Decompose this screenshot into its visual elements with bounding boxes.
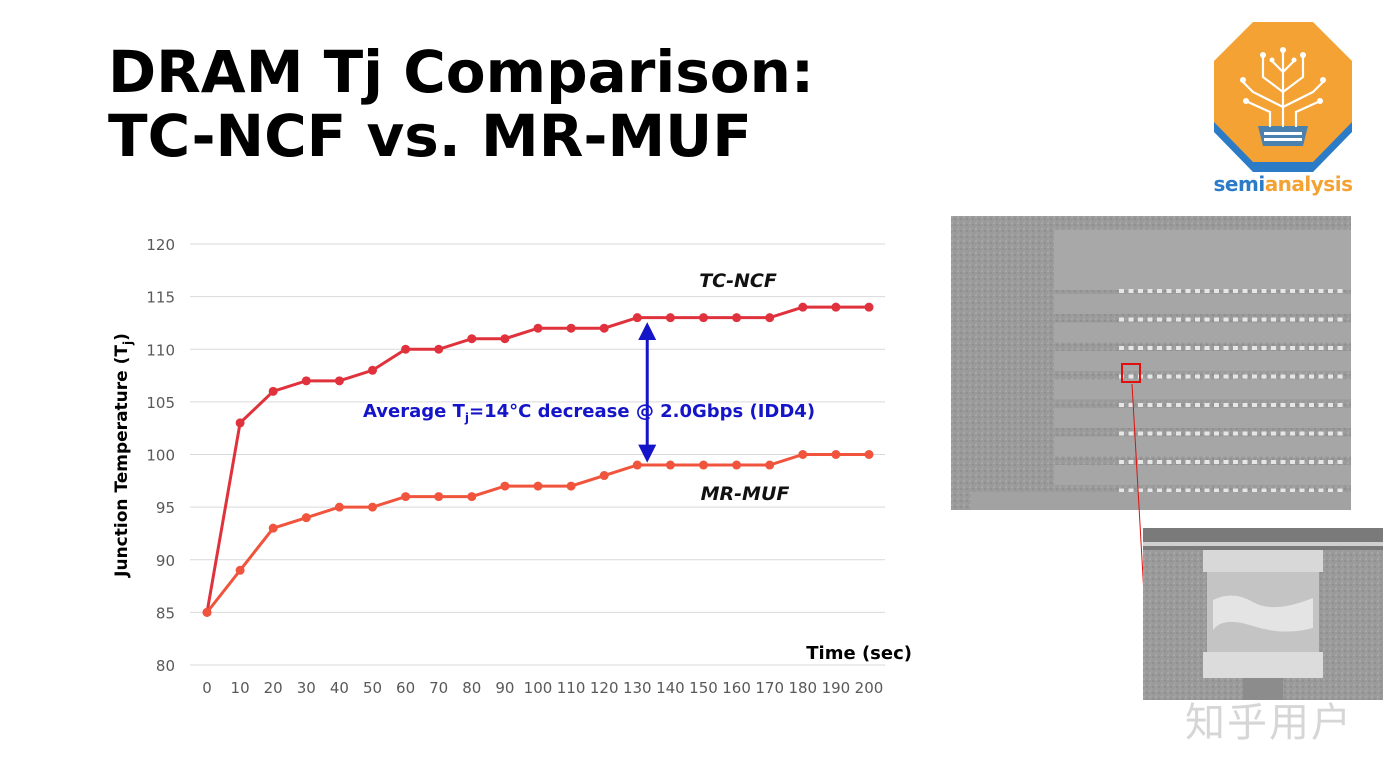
x-tick-label: 10 [231, 679, 250, 697]
data-point [202, 607, 212, 617]
data-point [566, 323, 576, 333]
data-point [566, 481, 576, 491]
data-point [467, 334, 477, 344]
data-point [864, 450, 874, 459]
data-point [798, 450, 808, 459]
x-tick-label: 70 [429, 679, 448, 697]
x-tick-label: 120 [590, 679, 619, 697]
x-tick-label: 130 [623, 679, 652, 697]
data-point [368, 365, 377, 375]
title-line-2: TC-NCF vs. MR-MUF [108, 102, 752, 170]
x-tick-label: 200 [855, 679, 884, 697]
series-label-mr-muf: MR-MUF [701, 483, 790, 505]
data-point [334, 502, 344, 512]
data-point [301, 376, 311, 386]
y-axis-label: Junction Temperature (Tj) [112, 333, 135, 578]
data-point [467, 492, 477, 502]
data-point [235, 565, 245, 575]
data-point [732, 460, 742, 470]
data-point [699, 460, 708, 470]
y-tick-label: 95 [156, 499, 175, 517]
series-layer [202, 302, 874, 617]
data-point [632, 460, 642, 470]
y-tick-label: 100 [146, 447, 175, 465]
data-point [268, 386, 278, 396]
data-point [334, 376, 344, 386]
x-tick-label: 80 [462, 679, 481, 697]
data-point [235, 418, 245, 428]
x-tick-label: 30 [297, 679, 316, 697]
x-axis-label: Time (sec) [806, 643, 912, 664]
data-point [798, 302, 808, 312]
y-tick-label: 85 [156, 604, 175, 622]
grid-lines [190, 243, 885, 666]
x-tick-label: 100 [524, 679, 553, 697]
series-label-tc-ncf: TC-NCF [699, 270, 777, 292]
x-tick-label: 110 [557, 679, 586, 697]
sem-bump-closeup-image [1143, 528, 1383, 700]
data-point [401, 492, 411, 502]
data-point [401, 344, 411, 354]
data-point [500, 481, 510, 491]
data-point [732, 313, 742, 323]
data-point [268, 523, 278, 533]
data-point [699, 313, 708, 323]
logo-wordmark-analysis: analysis [1264, 172, 1353, 196]
x-tick-label: 90 [495, 679, 514, 697]
slide-title: DRAM Tj Comparison: TC-NCF vs. MR-MUF [108, 40, 814, 168]
data-point [533, 481, 543, 491]
data-point [368, 502, 377, 512]
x-tick-label: 160 [722, 679, 751, 697]
x-tick-label: 180 [788, 679, 817, 697]
y-tick-label: 105 [146, 394, 175, 412]
y-tick-label: 110 [146, 341, 175, 359]
x-tick-label: 0 [202, 679, 212, 697]
data-point [599, 471, 609, 481]
y-tick-label: 120 [146, 236, 175, 254]
y-tick-label: 80 [156, 657, 175, 675]
data-point [765, 313, 775, 323]
x-tick-label: 60 [396, 679, 415, 697]
x-tick-label: 170 [755, 679, 784, 697]
data-point [665, 313, 675, 323]
y-tick-label: 90 [156, 552, 175, 570]
average-decrease-annotation: Average Tj=14°C decrease @ 2.0Gbps (IDD4… [363, 401, 815, 425]
data-point [665, 460, 675, 470]
x-tick-labels: 0 10 20 30 40 50 60 70 80 90 100 110 120 130 140 150 160… [202, 679, 883, 697]
data-point [765, 460, 775, 470]
y-tick-label: 115 [146, 289, 175, 307]
x-tick-label: 40 [330, 679, 349, 697]
data-point [599, 323, 609, 333]
data-point [533, 323, 543, 333]
data-point [500, 334, 510, 344]
x-tick-label: 140 [656, 679, 685, 697]
data-point [301, 513, 311, 523]
logo-wordmark-semi: semi [1213, 172, 1266, 196]
y-tick-labels: 80 85 90 95 100 105 110 115 120 [146, 236, 175, 675]
x-tick-label: 50 [363, 679, 382, 697]
data-point [831, 302, 841, 312]
x-tick-label: 20 [264, 679, 283, 697]
data-point [434, 344, 444, 354]
data-point [831, 450, 841, 459]
sem-cross-section-image [951, 216, 1351, 510]
data-point [434, 492, 444, 502]
logo-wordmark: semianalysis [1208, 172, 1358, 196]
series-line-mr-muf [205, 453, 869, 614]
data-point [864, 302, 874, 312]
watermark: 知乎用户 [1185, 700, 1353, 746]
title-line-1: DRAM Tj Comparison: [108, 38, 815, 106]
data-point [632, 313, 642, 323]
x-tick-label: 150 [689, 679, 718, 697]
series-line-tc-ncf [205, 305, 869, 613]
x-tick-label: 190 [822, 679, 851, 697]
semianalysis-logo [1214, 22, 1352, 172]
